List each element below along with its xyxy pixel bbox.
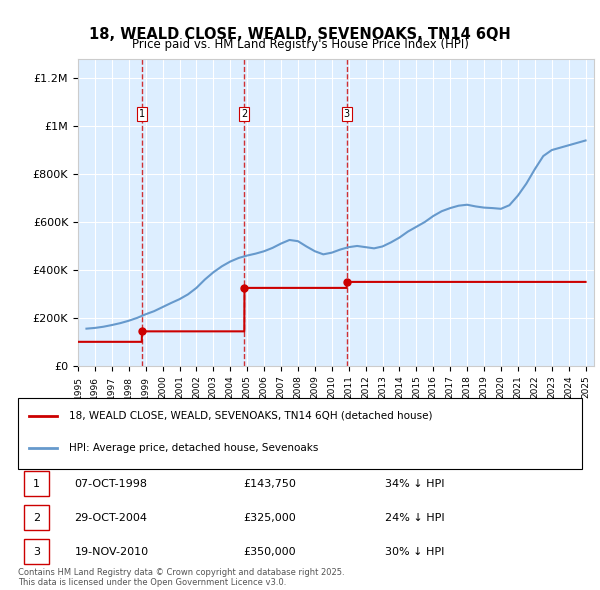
Text: 34% ↓ HPI: 34% ↓ HPI — [385, 478, 444, 489]
Text: £325,000: £325,000 — [244, 513, 296, 523]
Text: £143,750: £143,750 — [244, 478, 296, 489]
Text: 2: 2 — [241, 109, 247, 119]
Text: 3: 3 — [344, 109, 350, 119]
Text: 1: 1 — [139, 109, 145, 119]
Text: 30% ↓ HPI: 30% ↓ HPI — [385, 547, 444, 557]
Text: 18, WEALD CLOSE, WEALD, SEVENOAKS, TN14 6QH: 18, WEALD CLOSE, WEALD, SEVENOAKS, TN14 … — [89, 27, 511, 41]
Text: 29-OCT-2004: 29-OCT-2004 — [74, 513, 148, 523]
Text: HPI: Average price, detached house, Sevenoaks: HPI: Average price, detached house, Seve… — [69, 443, 318, 453]
FancyBboxPatch shape — [23, 505, 49, 530]
Text: £350,000: £350,000 — [244, 547, 296, 557]
Text: 07-OCT-1998: 07-OCT-1998 — [74, 478, 148, 489]
Text: 2: 2 — [33, 513, 40, 523]
Text: Price paid vs. HM Land Registry's House Price Index (HPI): Price paid vs. HM Land Registry's House … — [131, 38, 469, 51]
FancyBboxPatch shape — [23, 471, 49, 496]
Text: 3: 3 — [33, 547, 40, 557]
Text: 1: 1 — [33, 478, 40, 489]
Text: Contains HM Land Registry data © Crown copyright and database right 2025.
This d: Contains HM Land Registry data © Crown c… — [18, 568, 344, 587]
Text: 24% ↓ HPI: 24% ↓ HPI — [385, 513, 444, 523]
Text: 19-NOV-2010: 19-NOV-2010 — [74, 547, 149, 557]
Text: 18, WEALD CLOSE, WEALD, SEVENOAKS, TN14 6QH (detached house): 18, WEALD CLOSE, WEALD, SEVENOAKS, TN14 … — [69, 411, 432, 421]
FancyBboxPatch shape — [23, 539, 49, 565]
FancyBboxPatch shape — [18, 398, 582, 469]
